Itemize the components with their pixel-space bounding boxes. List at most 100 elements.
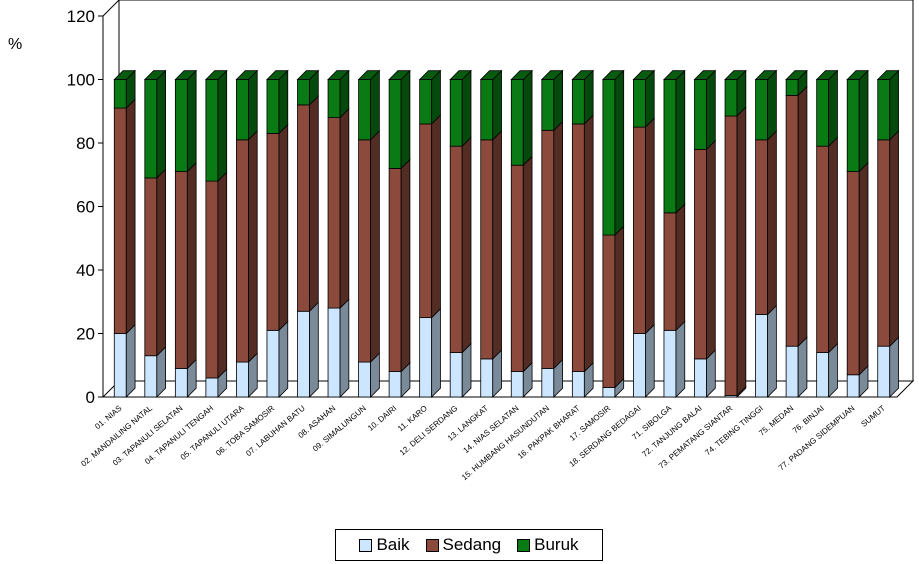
bar-baik (755, 314, 768, 398)
bar-buruk (571, 79, 585, 125)
bar-top-buruk (540, 70, 564, 80)
bar-buruk (663, 79, 677, 214)
bar-baik (297, 310, 310, 398)
bar-side-buruk (278, 69, 289, 135)
bar-buruk (755, 79, 768, 141)
bar-baik (785, 345, 799, 398)
bar-sedang (663, 212, 677, 331)
bar-side-buruk (400, 69, 411, 170)
bar-buruk (510, 79, 524, 166)
bar-baik (846, 374, 860, 398)
bar-sedang (541, 129, 555, 369)
bar-baik (236, 361, 249, 398)
y-tick-label: 0 (86, 388, 95, 407)
bar-buruk (113, 79, 127, 109)
bar-side-buruk (248, 69, 258, 141)
bar-top-buruk (846, 70, 869, 80)
bar-top-buruk (235, 70, 259, 80)
bar-buruk (236, 79, 249, 141)
bar-sedang (144, 177, 158, 357)
bar-side-sedang (217, 171, 228, 379)
y-tick-label: 20 (76, 325, 95, 344)
x-tick-label: 07. LABUHAN BATU (244, 404, 307, 459)
bar-baik (663, 329, 677, 398)
bar-baik (388, 371, 402, 398)
bar-buruk (449, 79, 463, 147)
bar-top-buruk (296, 70, 320, 80)
x-tick-label: SUMUT (859, 404, 887, 429)
x-tick-label: 12. DELI SERDANG (398, 404, 460, 458)
bar-side-sedang (675, 203, 686, 332)
bar-sedang (816, 145, 830, 353)
bar-buruk (480, 79, 494, 141)
bar-sedang (510, 164, 524, 373)
bar-top-buruk (327, 70, 350, 80)
bar-side-sedang (553, 120, 564, 370)
bar-buruk (602, 79, 616, 236)
bar-top-buruk (113, 70, 137, 80)
bar-side-buruk (767, 69, 777, 141)
bar-baik (877, 345, 891, 398)
bar-baik (174, 368, 188, 398)
bar-side-sedang (461, 136, 472, 354)
bar-baik (694, 358, 707, 398)
bar-side-buruk (553, 69, 564, 132)
bar-side-buruk (186, 69, 197, 173)
bar-side-buruk (461, 69, 472, 148)
bar-sedang (633, 126, 646, 334)
bar-side-sedang (522, 155, 533, 373)
bar-side-buruk (156, 69, 167, 179)
bar-baik (358, 361, 371, 398)
bar-baik (571, 371, 585, 398)
bar-sedang (266, 133, 280, 331)
bar-side-buruk (858, 69, 869, 173)
bar-top-buruk (662, 70, 686, 80)
bar-baik (510, 371, 524, 398)
bar-top-buruk (388, 70, 411, 80)
bar-side-baik (309, 301, 319, 398)
bar-side-sedang (248, 130, 258, 364)
bar-sedang (480, 139, 494, 360)
bar-buruk (358, 79, 371, 141)
bar-side-sedang (492, 130, 502, 360)
x-tick-label: 10. DAIRI (366, 404, 398, 433)
bar-top-buruk (815, 70, 839, 80)
bar-side-baik (767, 304, 777, 398)
bar-buruk (785, 79, 799, 96)
bar-buruk (266, 79, 280, 134)
bar-baik (113, 333, 127, 398)
bar-buruk (297, 79, 310, 106)
bar-side-baik (797, 336, 808, 398)
bar-side-sedang (125, 98, 136, 335)
bar-sedang (785, 94, 799, 347)
bar-side-sedang (614, 225, 625, 389)
bar-top-buruk (143, 70, 167, 80)
bar-top-buruk (510, 70, 534, 80)
legend-swatch-buruk (517, 538, 531, 552)
bar-sedang (236, 139, 249, 363)
bar-side-baik (675, 320, 686, 398)
y-tick-label: 60 (76, 198, 95, 217)
bar-sedang (174, 171, 188, 369)
y-tick-label: 100 (67, 71, 95, 90)
bar-baik (419, 317, 433, 398)
bar-buruk (846, 79, 860, 172)
bar-buruk (419, 79, 433, 125)
bar-sedang (602, 234, 616, 388)
legend-swatch-baik (359, 538, 373, 552)
bar-side-sedang (278, 123, 289, 332)
bar-side-sedang (370, 130, 380, 364)
bar-top-buruk (754, 70, 778, 80)
bar-buruk (633, 79, 646, 128)
bar-top-buruk (571, 70, 595, 80)
bar-side-buruk (828, 69, 838, 148)
bar-side-baik (645, 323, 655, 398)
bar-side-baik (278, 320, 289, 398)
bar-side-buruk (370, 69, 380, 141)
bar-top-buruk (204, 70, 228, 80)
bar-side-sedang (858, 161, 869, 376)
bar-top-buruk (449, 70, 472, 80)
bar-top-buruk (632, 70, 656, 80)
bar-side-sedang (309, 95, 319, 313)
bar-side-sedang (645, 117, 655, 335)
